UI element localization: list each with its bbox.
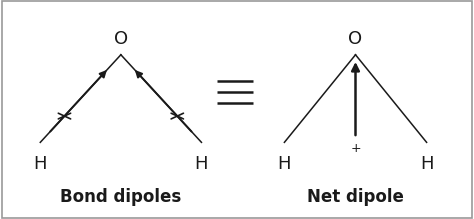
Text: Bond dipoles: Bond dipoles bbox=[60, 188, 182, 206]
Text: H: H bbox=[278, 155, 291, 173]
Text: +: + bbox=[350, 142, 361, 155]
Text: Net dipole: Net dipole bbox=[307, 188, 404, 206]
Text: H: H bbox=[420, 155, 433, 173]
Text: O: O bbox=[114, 30, 128, 48]
Text: H: H bbox=[34, 155, 47, 173]
Text: H: H bbox=[195, 155, 208, 173]
Text: O: O bbox=[348, 30, 363, 48]
